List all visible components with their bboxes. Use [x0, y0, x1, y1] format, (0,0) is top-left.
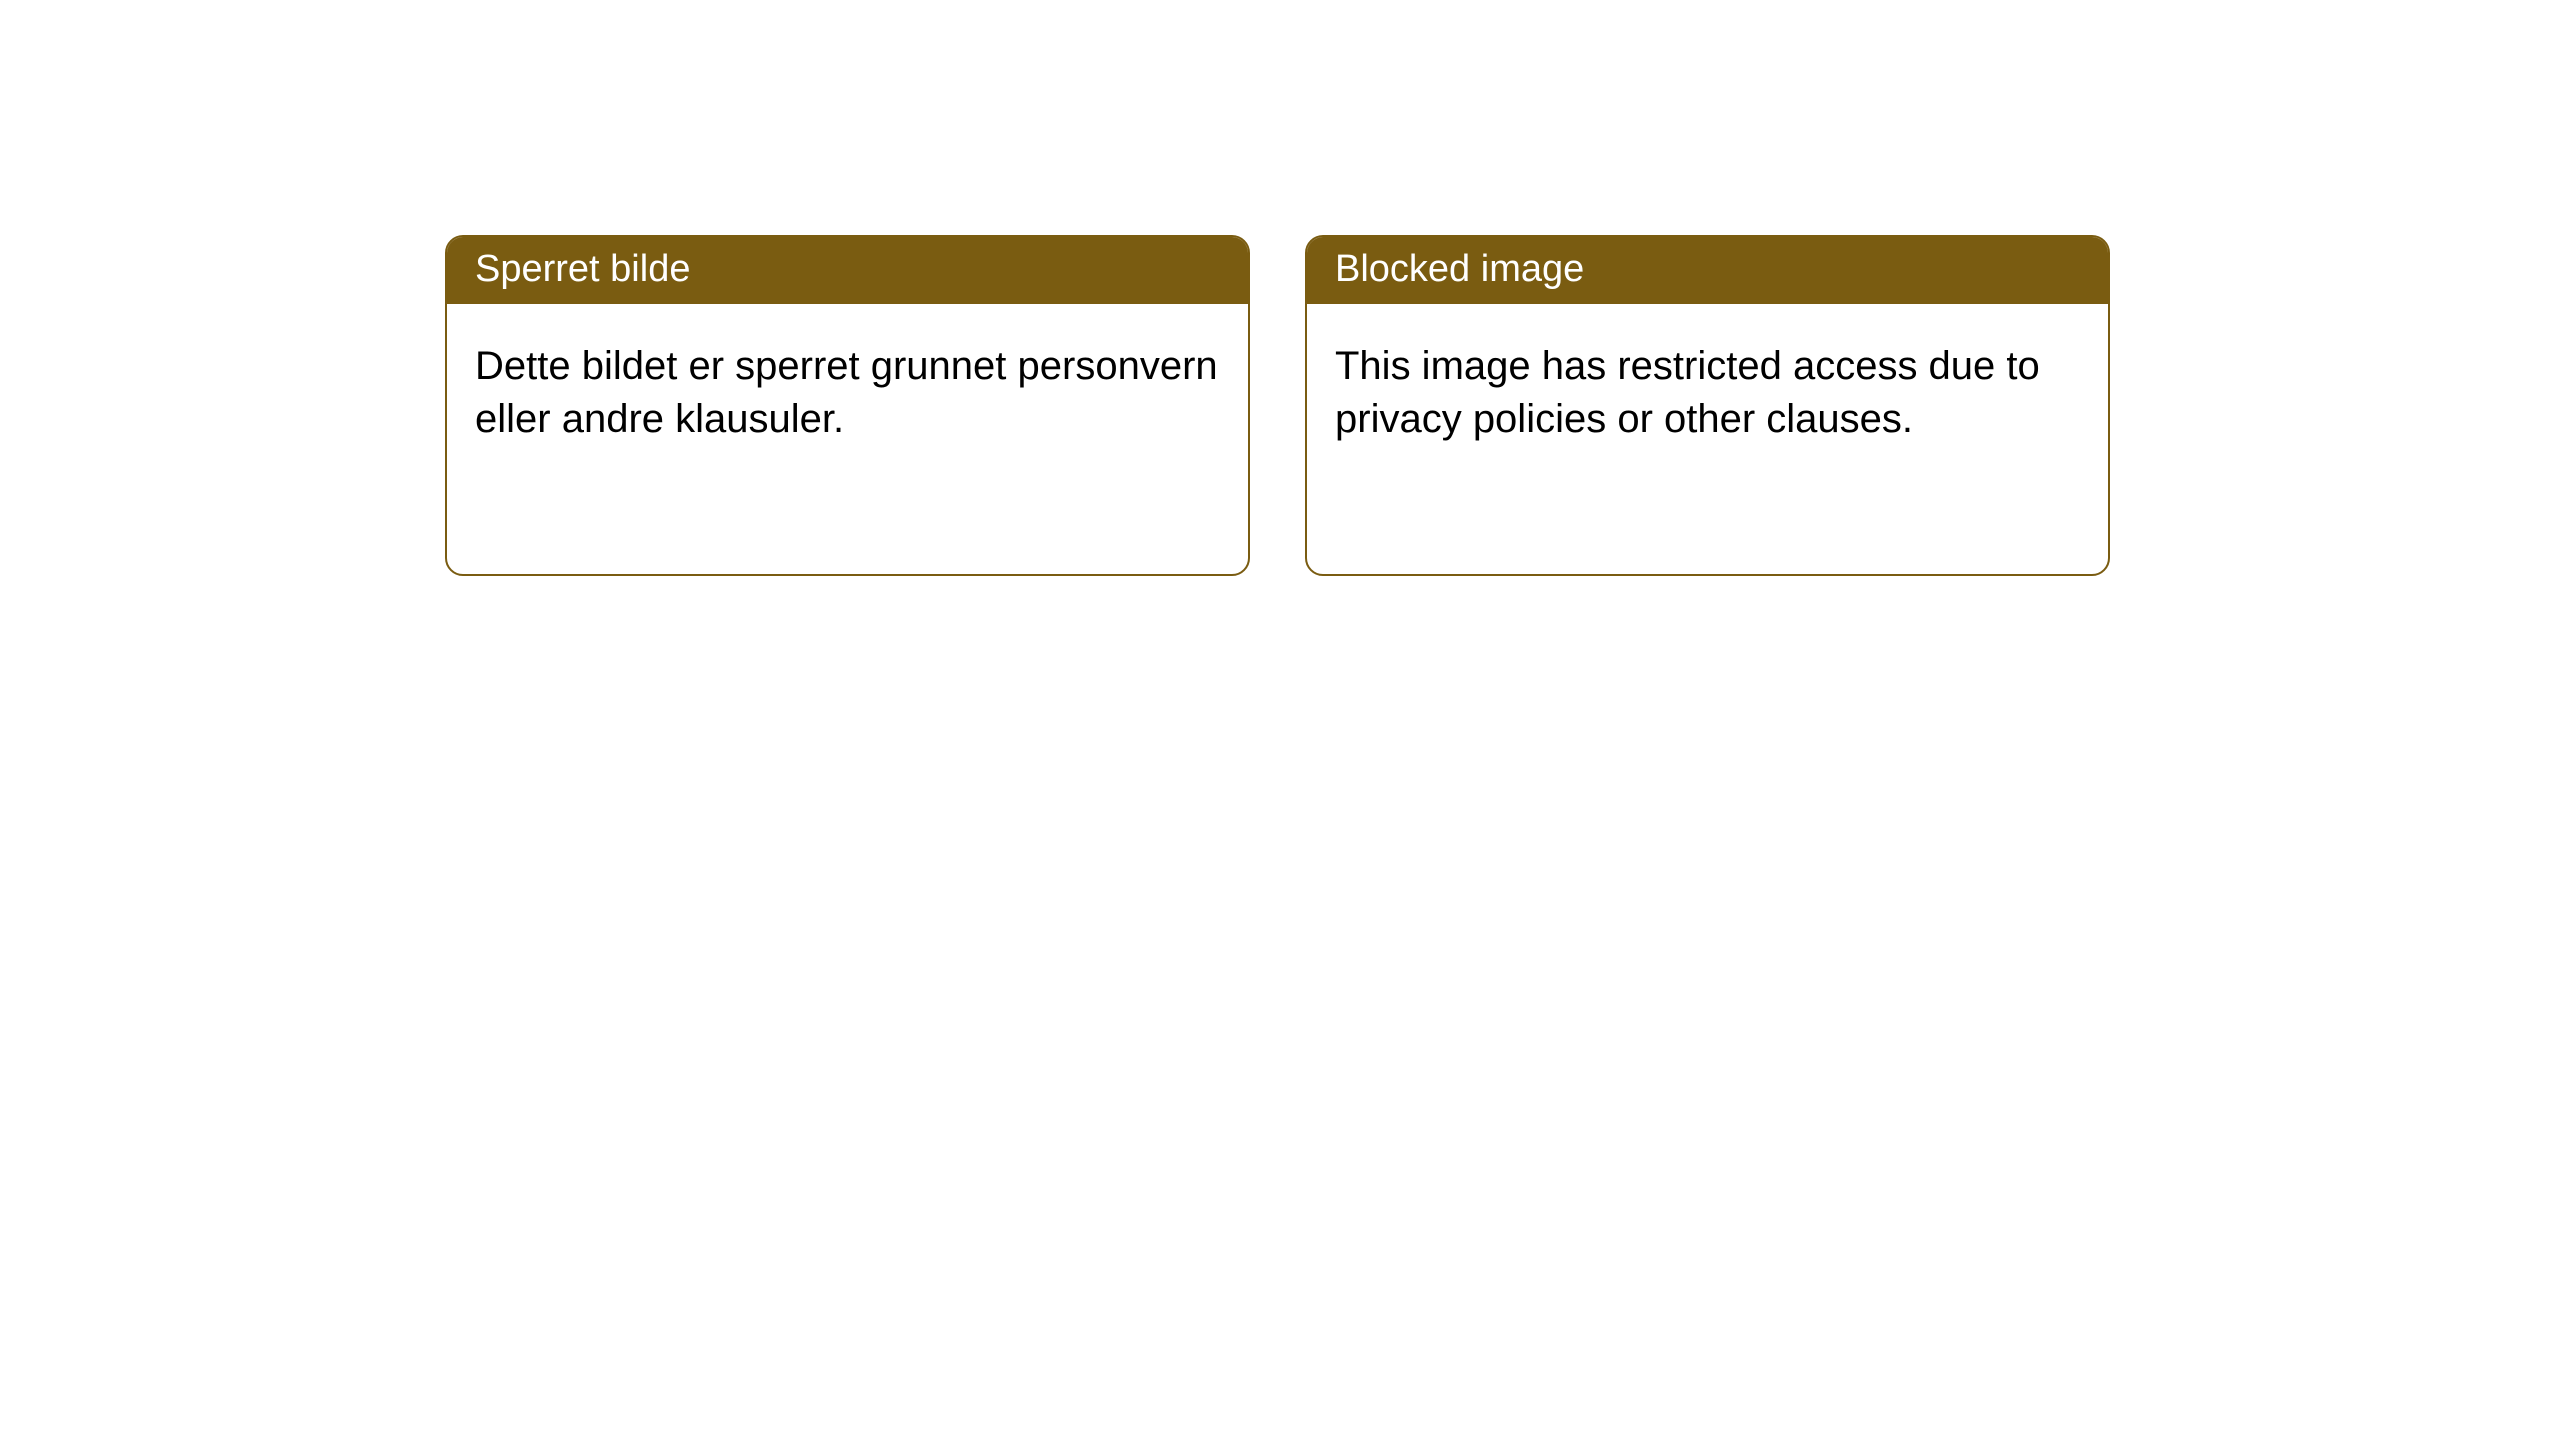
- notice-box-norwegian: Sperret bilde Dette bildet er sperret gr…: [445, 235, 1250, 576]
- notice-body-norwegian: Dette bildet er sperret grunnet personve…: [447, 304, 1248, 574]
- notice-header-norwegian: Sperret bilde: [447, 237, 1248, 304]
- notice-body-english: This image has restricted access due to …: [1307, 304, 2108, 574]
- notice-container: Sperret bilde Dette bildet er sperret gr…: [0, 0, 2560, 576]
- notice-header-english: Blocked image: [1307, 237, 2108, 304]
- notice-box-english: Blocked image This image has restricted …: [1305, 235, 2110, 576]
